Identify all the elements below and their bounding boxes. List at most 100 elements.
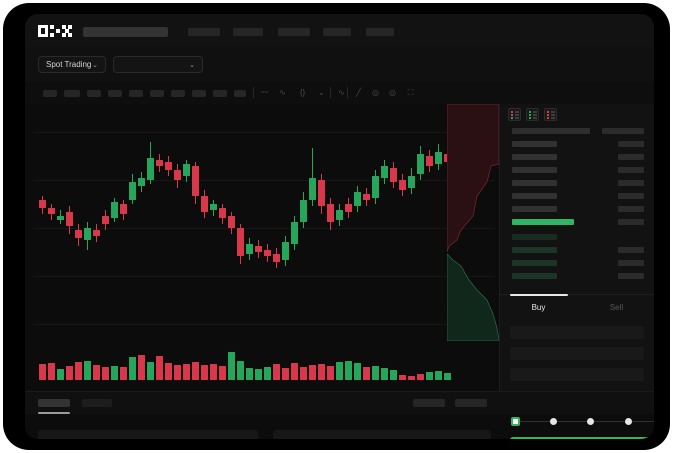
bottom-tab-2[interactable] <box>82 399 112 407</box>
timeframe-1[interactable] <box>43 90 57 97</box>
orderbook-row-9[interactable] <box>512 234 557 240</box>
candle-12 <box>138 104 145 334</box>
orderbook-mode-both[interactable] <box>508 108 521 121</box>
volume-bar-13 <box>147 362 154 380</box>
volume-bar-27 <box>273 364 280 380</box>
volume-bar-40 <box>390 370 397 380</box>
candle-33 <box>327 104 334 334</box>
candle-body-37 <box>363 194 370 200</box>
candle-body-35 <box>345 204 352 212</box>
chevron-down-icon: ⌄ <box>92 61 98 69</box>
candle-28 <box>282 104 289 334</box>
nav-item-5[interactable] <box>366 28 394 36</box>
order-amount-field[interactable] <box>510 347 644 360</box>
orderbook-row-11[interactable] <box>512 260 557 266</box>
orderbook-row-1[interactable] <box>512 128 590 134</box>
chart-type-icon[interactable]: ∿ <box>338 88 345 97</box>
timeframe-3[interactable] <box>87 90 101 97</box>
orderbook-row-10[interactable] <box>512 247 557 253</box>
orderbook-mode-bids[interactable] <box>526 108 539 121</box>
candle-series <box>25 104 499 334</box>
volume-bar-20 <box>210 364 217 380</box>
step-dot-2[interactable] <box>550 418 557 425</box>
step-dot-4[interactable] <box>625 418 632 425</box>
volume-bar-30 <box>300 367 307 380</box>
order-book-panel: Buy Sell <box>499 104 654 391</box>
bottom-action-1[interactable] <box>413 399 445 407</box>
nav-item-1[interactable] <box>188 28 220 36</box>
chevron-down-icon: ⌄ <box>189 61 195 69</box>
trading-pair-select[interactable]: ⌄ <box>113 56 203 73</box>
orderbook-rows <box>500 126 654 281</box>
timeframe-8[interactable] <box>192 90 206 97</box>
candle-body-5 <box>75 230 82 238</box>
bottom-tab-1[interactable] <box>38 399 70 407</box>
camera-icon[interactable]: ◎ <box>372 88 379 97</box>
step-indicator[interactable] <box>507 416 654 428</box>
volume-bar-24 <box>246 368 253 380</box>
candle-25 <box>255 104 262 334</box>
candle-body-10 <box>120 204 127 214</box>
candle-26 <box>264 104 271 334</box>
volume-bar-17 <box>183 364 190 380</box>
order-total-field[interactable] <box>510 368 644 381</box>
compare-icon[interactable]: ∿ <box>279 88 286 97</box>
bottom-action-2[interactable] <box>455 399 487 407</box>
timeframe-4[interactable] <box>108 90 122 97</box>
volume-bar-26 <box>264 367 271 380</box>
timeframe-9[interactable] <box>213 90 227 97</box>
volume-bar-8 <box>102 367 109 380</box>
candle-body-34 <box>336 210 343 220</box>
tab-sell[interactable]: Sell <box>609 302 624 312</box>
chevron-down-icon[interactable]: ⌄ <box>318 88 325 97</box>
orderbook-mode-both-line-2 <box>515 114 519 116</box>
toolbar-divider-3 <box>347 87 348 98</box>
candle-body-19 <box>201 196 208 212</box>
logo-x-glyph <box>62 25 72 37</box>
candle-4 <box>66 104 73 334</box>
timeframe-7[interactable] <box>171 90 185 97</box>
candlestick-chart[interactable] <box>25 104 499 391</box>
candle-19 <box>201 104 208 334</box>
primary-cta-button[interactable] <box>510 437 654 439</box>
candle-body-12 <box>138 178 145 186</box>
target-icon[interactable]: ◎ <box>389 88 396 97</box>
timeframe-10[interactable] <box>234 90 246 97</box>
okx-logo[interactable] <box>38 25 74 37</box>
timeframe-2[interactable] <box>64 90 80 97</box>
orderbook-row-7[interactable] <box>512 206 557 212</box>
orderbook-row-5[interactable] <box>512 180 557 186</box>
indicator-icon[interactable]: 〰 <box>260 88 269 97</box>
volume-bar-15 <box>165 363 172 380</box>
timeframe-6[interactable] <box>150 90 164 97</box>
step-dot-3[interactable] <box>587 418 594 425</box>
nav-item-3[interactable] <box>278 28 310 36</box>
volume-bar-35 <box>345 361 352 380</box>
candle-18 <box>192 104 199 334</box>
ruler-icon[interactable]: ╱ <box>356 88 361 97</box>
candle-body-40 <box>390 168 397 182</box>
candle-43 <box>417 104 424 334</box>
step-dot-active[interactable] <box>511 417 520 426</box>
search-input[interactable] <box>83 27 168 37</box>
orderbook-row-12[interactable] <box>512 273 557 279</box>
orderbook-row-8[interactable] <box>512 219 574 225</box>
candle-27 <box>273 104 280 334</box>
fullscreen-icon[interactable]: ⛶ <box>407 88 414 97</box>
order-price-field[interactable] <box>510 326 644 339</box>
nav-item-2[interactable] <box>233 28 263 36</box>
market-type-select[interactable]: Spot Trading ⌄ <box>38 56 106 73</box>
settings-icon[interactable]: {} <box>299 88 306 97</box>
tab-buy[interactable]: Buy <box>531 302 546 312</box>
timeframe-5[interactable] <box>129 90 143 97</box>
toolbar-divider-1 <box>253 87 254 98</box>
orderbook-row-3[interactable] <box>512 154 557 160</box>
orderbook-mode-asks[interactable] <box>544 108 557 121</box>
orderbook-row-6[interactable] <box>512 193 557 199</box>
candle-body-24 <box>246 244 253 254</box>
nav-item-4[interactable] <box>323 28 351 36</box>
orderbook-row-2[interactable] <box>512 141 557 147</box>
candle-30 <box>300 104 307 334</box>
candle-body-25 <box>255 246 262 252</box>
orderbook-row-4[interactable] <box>512 167 557 173</box>
